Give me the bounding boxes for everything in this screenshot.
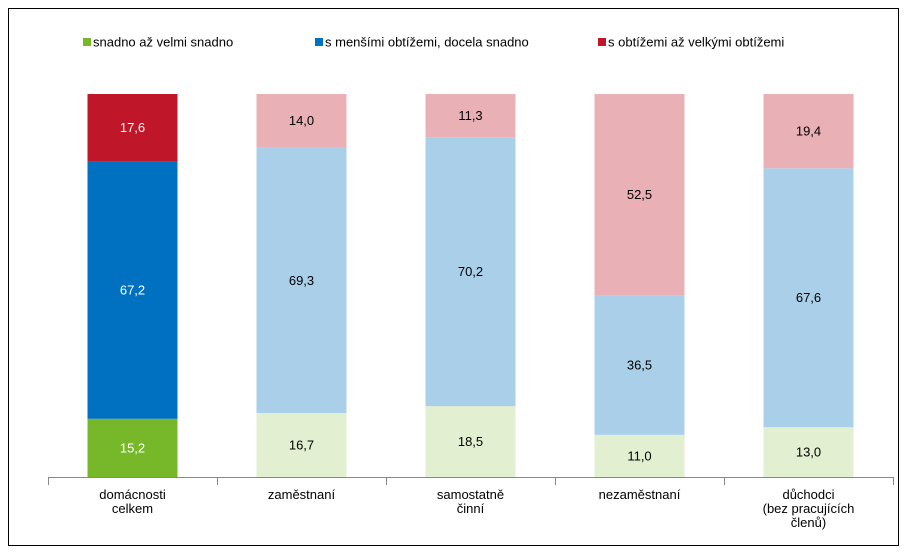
data-label: 67,6 (796, 290, 821, 305)
bar-segment (594, 295, 685, 435)
bar-segment (425, 406, 516, 477)
x-tick-label: zaměstnaní (267, 487, 336, 502)
legend-swatch (83, 38, 91, 46)
bar-segment (256, 94, 347, 148)
bar-segment (763, 427, 854, 477)
data-label: 67,2 (120, 283, 145, 298)
bar-segment (594, 94, 685, 296)
bar-segment (425, 94, 516, 138)
bar-segment (763, 168, 854, 428)
bar-segment (87, 94, 178, 162)
legend-label: snadno až velmi snadno (93, 34, 233, 49)
data-label: 11,0 (627, 448, 651, 463)
x-tick-label: důchodci (bez pracujících členů) (762, 487, 855, 530)
legend-label: s obtížemi až velkými obtížemi (608, 34, 784, 49)
legend-swatch (598, 38, 606, 46)
bar-segment (256, 147, 347, 414)
bar-segment (425, 137, 516, 407)
data-label: 36,5 (627, 357, 652, 372)
legend-swatch (315, 38, 323, 46)
data-label: 16,7 (289, 437, 314, 452)
data-label: 11,3 (458, 108, 482, 123)
data-label: 17,6 (120, 120, 145, 135)
data-label: 69,3 (289, 273, 314, 288)
data-label: 52,5 (627, 187, 652, 202)
bar-segment (87, 418, 178, 477)
data-label: 18,5 (458, 434, 483, 449)
x-tick-label: domácnosti celkem (99, 487, 166, 516)
data-label: 15,2 (120, 440, 145, 455)
legend-label: s menšími obtížemi, docela snadno (325, 34, 529, 49)
data-label: 19,4 (796, 124, 821, 139)
bar-segment (594, 434, 685, 477)
bar-segment (256, 413, 347, 477)
bar-segment (763, 94, 854, 169)
bar-segment (87, 161, 178, 419)
x-tick-label: nezaměstnaní (598, 487, 681, 502)
data-label: 13,0 (796, 445, 821, 460)
x-tick-label: samostatně činní (436, 487, 505, 516)
chart-border (8, 8, 899, 546)
data-label: 70,2 (458, 264, 483, 279)
data-label: 14,0 (289, 113, 314, 128)
